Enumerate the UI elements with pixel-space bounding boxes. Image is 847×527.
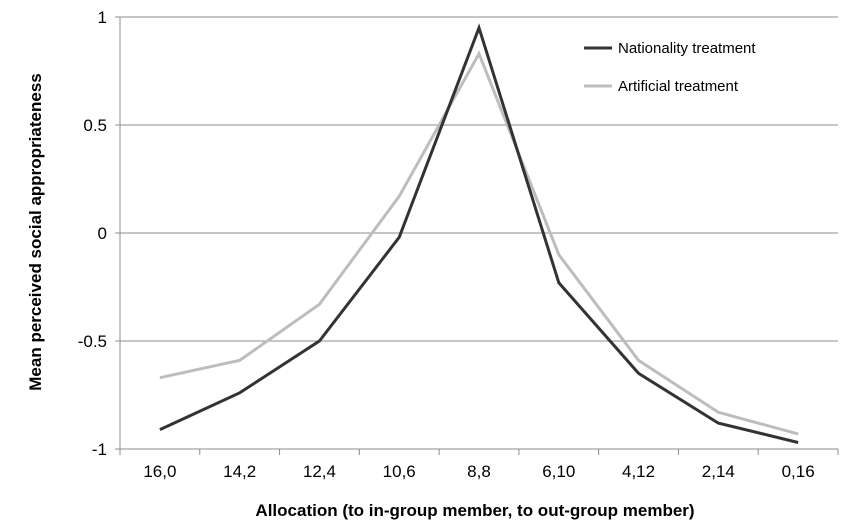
x-tick-label: 6,10: [542, 462, 575, 481]
series-line-nationality-treatment: [159, 23, 799, 444]
y-tick-label: -0.5: [78, 332, 107, 351]
series-line-artificial-treatment: [159, 50, 799, 436]
legend-label: Artificial treatment: [618, 78, 739, 95]
y-tick-label: 1: [98, 8, 107, 27]
x-tick-label: 16,0: [143, 462, 176, 481]
x-tick-label: 10,6: [383, 462, 416, 481]
gridlines: [120, 16, 838, 450]
legend-label: Nationality treatment: [618, 40, 756, 57]
x-tick-label: 4,12: [622, 462, 655, 481]
legend: Nationality treatment Artificial treatmen…: [584, 40, 756, 95]
x-tick-labels: 16,0 14,2 12,4 10,6 8,8 6,10 4,12 2,14 0,16: [143, 462, 814, 481]
x-tick-label: 8,8: [467, 462, 491, 481]
y-axis-title: Mean perceived social appropriateness: [26, 73, 45, 390]
x-tick-label: 2,14: [702, 462, 735, 481]
x-tick-label: 12,4: [303, 462, 336, 481]
y-tick-label: -1: [92, 440, 107, 459]
y-tick-labels: 1 0.5 0 -0.5 -1: [78, 8, 107, 459]
series-lines: [159, 23, 799, 444]
axes: [115, 16, 839, 455]
x-tick-label: 0,16: [782, 462, 815, 481]
y-tick-label: 0: [98, 224, 107, 243]
y-tick-label: 0.5: [83, 116, 107, 135]
x-tick-label: 14,2: [223, 462, 256, 481]
x-axis-title: Allocation (to in-group member, to out-g…: [255, 501, 694, 520]
